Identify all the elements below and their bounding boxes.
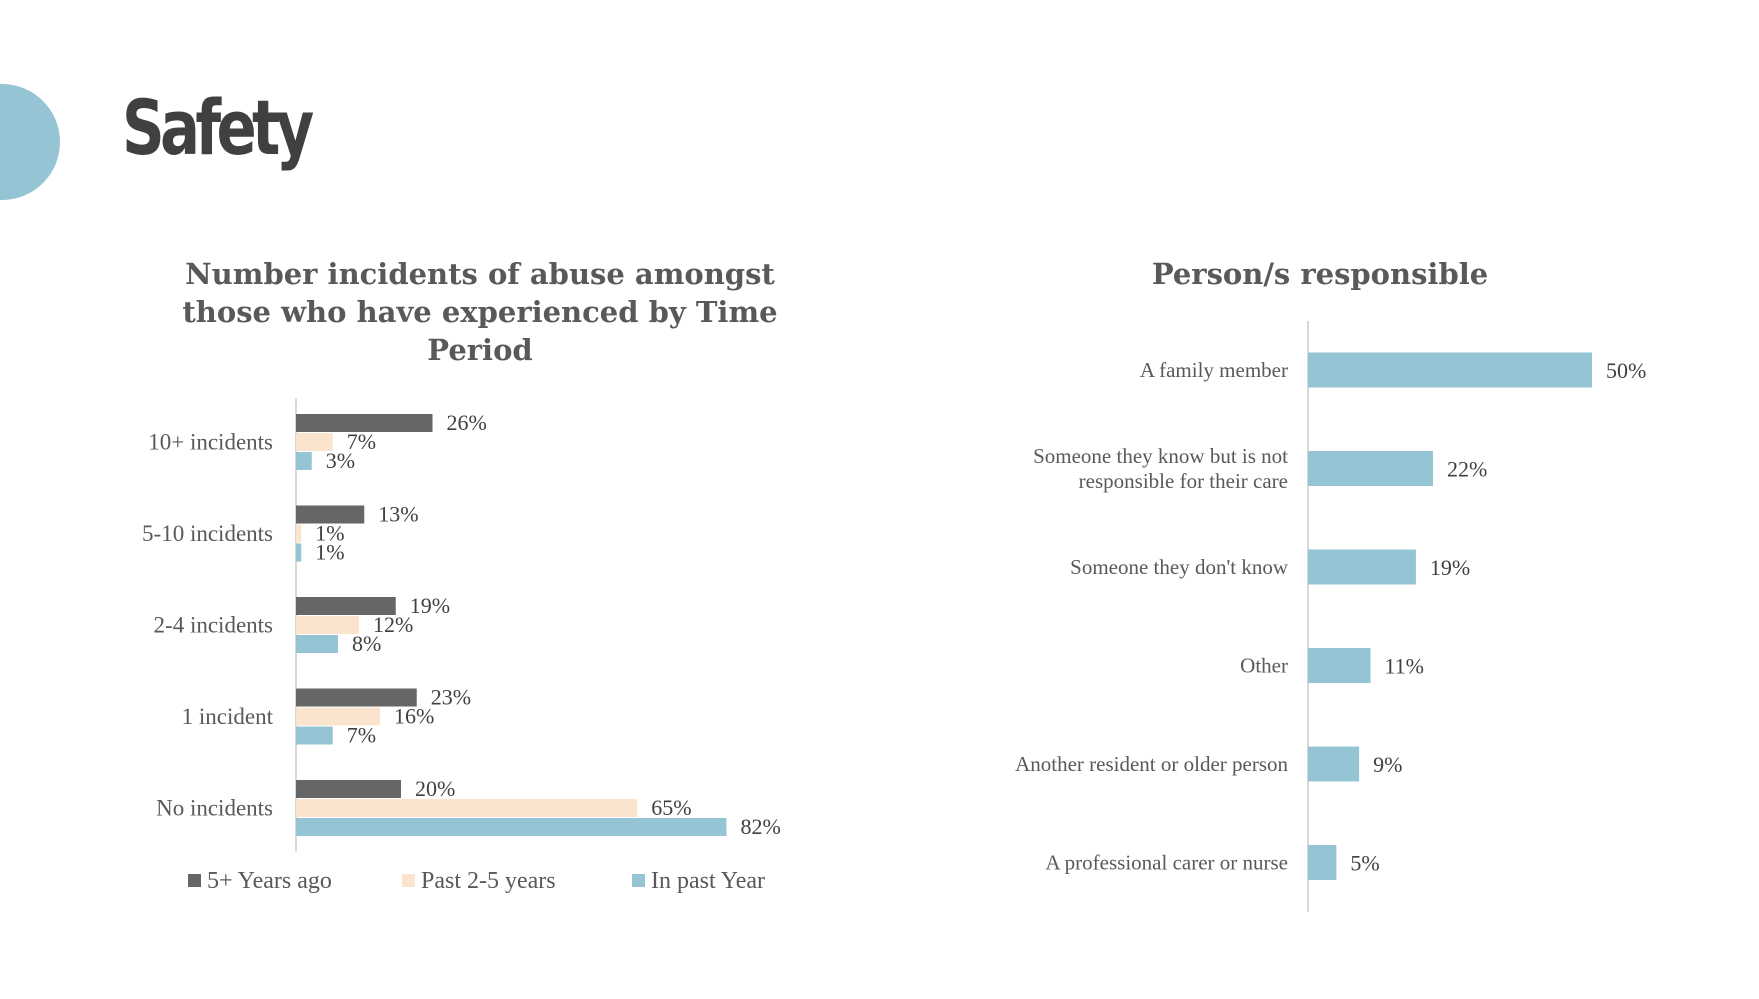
incidents-legend-label: Past 2-5 years bbox=[421, 868, 556, 894]
responsible-chart-title: Person/s responsible bbox=[1151, 257, 1489, 291]
incidents-value-label: 65% bbox=[651, 795, 691, 820]
incidents-bar bbox=[296, 818, 727, 836]
incidents-value-label: 82% bbox=[741, 814, 781, 839]
incidents-category-label: 2-4 incidents bbox=[154, 613, 273, 638]
responsible-bar bbox=[1308, 845, 1337, 880]
incidents-bar bbox=[296, 433, 333, 451]
incidents-legend-swatch bbox=[402, 874, 415, 887]
incidents-value-label: 23% bbox=[431, 685, 471, 710]
incidents-value-label: 1% bbox=[315, 540, 344, 565]
incidents-bar bbox=[296, 780, 401, 798]
responsible-category-label: Other bbox=[1240, 654, 1288, 678]
incidents-bar bbox=[296, 414, 433, 432]
incidents-value-label: 16% bbox=[394, 704, 434, 729]
incidents-chart-title: Number incidents of abuse amongst those … bbox=[182, 257, 778, 367]
responsible-bar bbox=[1308, 451, 1433, 486]
incidents-value-label: 1% bbox=[315, 521, 344, 546]
responsible-value-label: 22% bbox=[1447, 457, 1487, 482]
incidents-bar bbox=[296, 799, 638, 817]
incidents-value-label: 3% bbox=[326, 448, 355, 473]
page-title: Safety bbox=[122, 83, 314, 172]
responsible-bar bbox=[1308, 746, 1360, 782]
incidents-legend-label: In past Year bbox=[651, 868, 765, 894]
incidents-bar bbox=[296, 524, 302, 543]
incidents-value-label: 26% bbox=[447, 410, 487, 435]
incidents-bar bbox=[296, 707, 380, 726]
incidents-bar bbox=[296, 635, 338, 653]
responsible-category-label: Someone they know but is not responsible … bbox=[1033, 444, 1288, 493]
incidents-bar bbox=[296, 726, 333, 745]
incidents-bar bbox=[296, 688, 417, 707]
incidents-value-label: 13% bbox=[378, 502, 418, 527]
incidents-category-label: 10+ incidents bbox=[148, 430, 273, 455]
incidents-legend-label: 5+ Years ago bbox=[207, 868, 332, 894]
responsible-category-label: Another resident or older person bbox=[1015, 752, 1288, 776]
responsible-value-label: 9% bbox=[1373, 752, 1402, 777]
incidents-bar bbox=[296, 543, 302, 562]
incidents-category-label: No incidents bbox=[156, 796, 273, 821]
incidents-value-label: 12% bbox=[373, 612, 413, 637]
incidents-category-label: 5-10 incidents bbox=[142, 521, 273, 546]
responsible-category-label: A family member bbox=[1140, 358, 1288, 382]
responsible-value-label: 19% bbox=[1430, 555, 1470, 580]
incidents-value-label: 8% bbox=[352, 631, 381, 656]
incidents-bar bbox=[296, 452, 312, 470]
incidents-category-label: 1 incident bbox=[182, 704, 274, 729]
responsible-value-label: 50% bbox=[1606, 358, 1646, 383]
responsible-value-label: 11% bbox=[1384, 654, 1424, 679]
responsible-bar bbox=[1308, 549, 1416, 585]
incidents-legend-swatch bbox=[188, 874, 201, 887]
responsible-value-label: 5% bbox=[1350, 851, 1379, 876]
incidents-value-label: 7% bbox=[347, 723, 376, 748]
incidents-value-label: 20% bbox=[415, 776, 455, 801]
incidents-legend-swatch bbox=[632, 874, 645, 887]
responsible-category-label: Someone they don't know bbox=[1070, 555, 1289, 579]
responsible-bar bbox=[1308, 648, 1371, 683]
responsible-category-label: A professional carer or nurse bbox=[1045, 851, 1288, 875]
incidents-bar bbox=[296, 616, 359, 634]
incidents-value-label: 19% bbox=[410, 593, 450, 618]
incidents-bar bbox=[296, 505, 365, 524]
responsible-bar bbox=[1308, 352, 1592, 388]
incidents-bar bbox=[296, 597, 396, 615]
incidents-value-label: 7% bbox=[347, 429, 376, 454]
